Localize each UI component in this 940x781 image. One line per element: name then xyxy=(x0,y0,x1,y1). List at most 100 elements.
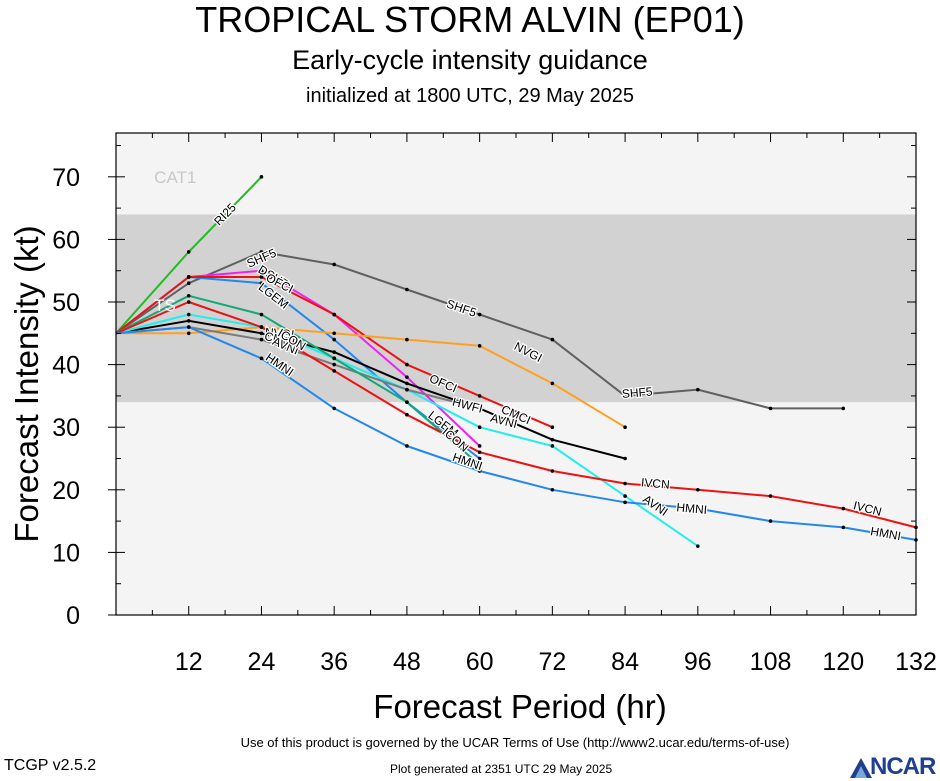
x-tick-label: 60 xyxy=(466,648,494,676)
data-point xyxy=(477,450,482,455)
data-point xyxy=(186,318,191,323)
data-point xyxy=(332,350,336,354)
data-point xyxy=(623,456,627,461)
generated-time: Plot generated at 2351 UTC 29 May 2025 xyxy=(390,762,613,776)
series-label: HMNI xyxy=(869,524,902,543)
y-tick-label: 60 xyxy=(52,226,80,254)
data-point xyxy=(768,406,773,411)
data-point xyxy=(332,356,336,361)
data-point xyxy=(405,362,409,367)
data-point xyxy=(477,344,482,348)
data-point xyxy=(405,400,409,404)
intensity-band xyxy=(116,402,916,615)
x-tick-label: 96 xyxy=(684,648,712,676)
data-point xyxy=(768,494,773,498)
init-time: initialized at 1800 UTC, 29 May 2025 xyxy=(306,85,634,107)
ncar-logo-text: NCAR xyxy=(870,753,936,780)
y-tick-label: 50 xyxy=(52,289,80,317)
data-point xyxy=(186,250,191,254)
chart-title: TROPICAL STORM ALVIN (EP01) xyxy=(195,0,745,40)
data-point xyxy=(841,525,846,530)
y-tick-label: 30 xyxy=(52,414,80,442)
data-point xyxy=(186,281,191,286)
data-point xyxy=(841,506,846,511)
x-tick-label: 72 xyxy=(538,648,566,676)
data-point xyxy=(696,387,700,392)
data-point xyxy=(550,488,555,492)
data-point xyxy=(477,312,482,317)
intensity-band xyxy=(116,133,916,215)
data-point xyxy=(477,462,482,467)
series-label: HMNI xyxy=(676,500,708,517)
y-tick-label: 10 xyxy=(52,539,80,567)
x-tick-label: 36 xyxy=(320,648,348,676)
data-point xyxy=(550,337,555,342)
data-point xyxy=(550,469,555,473)
data-point xyxy=(550,425,555,430)
version-label: TCGP v2.5.2 xyxy=(4,757,97,774)
data-point xyxy=(623,425,627,430)
data-point xyxy=(696,544,700,548)
y-axis-label: Forecast Intensity (kt) xyxy=(8,225,45,542)
y-tick-label: 40 xyxy=(52,352,80,380)
data-point xyxy=(405,337,409,342)
data-point xyxy=(550,381,555,386)
data-point xyxy=(623,500,627,505)
data-point xyxy=(259,356,264,361)
data-point xyxy=(623,394,627,398)
data-point xyxy=(768,519,773,523)
x-tick-label: 48 xyxy=(393,648,421,676)
data-point xyxy=(477,444,482,448)
data-point xyxy=(186,275,191,279)
data-point xyxy=(332,337,336,342)
intensity-band xyxy=(116,214,916,403)
data-point xyxy=(186,300,191,304)
data-point xyxy=(332,406,336,411)
band-label: CAT1 xyxy=(154,168,196,187)
data-point xyxy=(405,375,409,379)
ncar-logo-icon xyxy=(850,758,872,778)
data-point xyxy=(623,494,627,498)
terms-of-use: Use of this product is governed by the U… xyxy=(240,735,790,750)
series-line xyxy=(115,326,917,541)
x-axis-label: Forecast Period (hr) xyxy=(373,688,666,725)
x-tick-label: 120 xyxy=(822,648,864,676)
data-point xyxy=(332,369,336,373)
data-point xyxy=(259,337,264,342)
data-point xyxy=(477,469,482,473)
data-point xyxy=(259,312,264,317)
x-tick-label: 132 xyxy=(895,648,937,676)
data-point xyxy=(259,331,264,336)
data-point xyxy=(186,293,191,298)
series-line xyxy=(115,319,626,460)
ncar-logo: NCAR xyxy=(848,752,940,780)
y-tick-label: 0 xyxy=(66,602,80,630)
data-point xyxy=(259,175,264,179)
data-point xyxy=(259,275,264,279)
data-point xyxy=(259,325,264,329)
data-point xyxy=(186,312,191,317)
series-line xyxy=(115,301,917,529)
data-point xyxy=(405,387,409,392)
x-tick-label: 12 xyxy=(175,648,203,676)
data-point xyxy=(477,394,482,398)
data-point xyxy=(623,481,627,486)
data-point xyxy=(405,287,409,292)
series-label: NVGI xyxy=(264,325,294,341)
data-point xyxy=(696,488,700,492)
data-point xyxy=(550,437,555,442)
data-point xyxy=(332,312,336,317)
band-label: TS xyxy=(154,296,176,315)
data-point xyxy=(405,444,409,448)
data-point xyxy=(405,412,409,417)
data-point xyxy=(332,262,336,267)
data-point xyxy=(477,456,482,461)
data-point xyxy=(332,331,336,336)
x-tick-label: 84 xyxy=(611,648,639,676)
y-tick-label: 70 xyxy=(52,164,80,192)
data-point xyxy=(550,444,555,448)
data-point xyxy=(186,331,191,336)
data-point xyxy=(477,425,482,430)
series-line xyxy=(115,294,481,466)
series-label: IVCN xyxy=(641,475,671,491)
